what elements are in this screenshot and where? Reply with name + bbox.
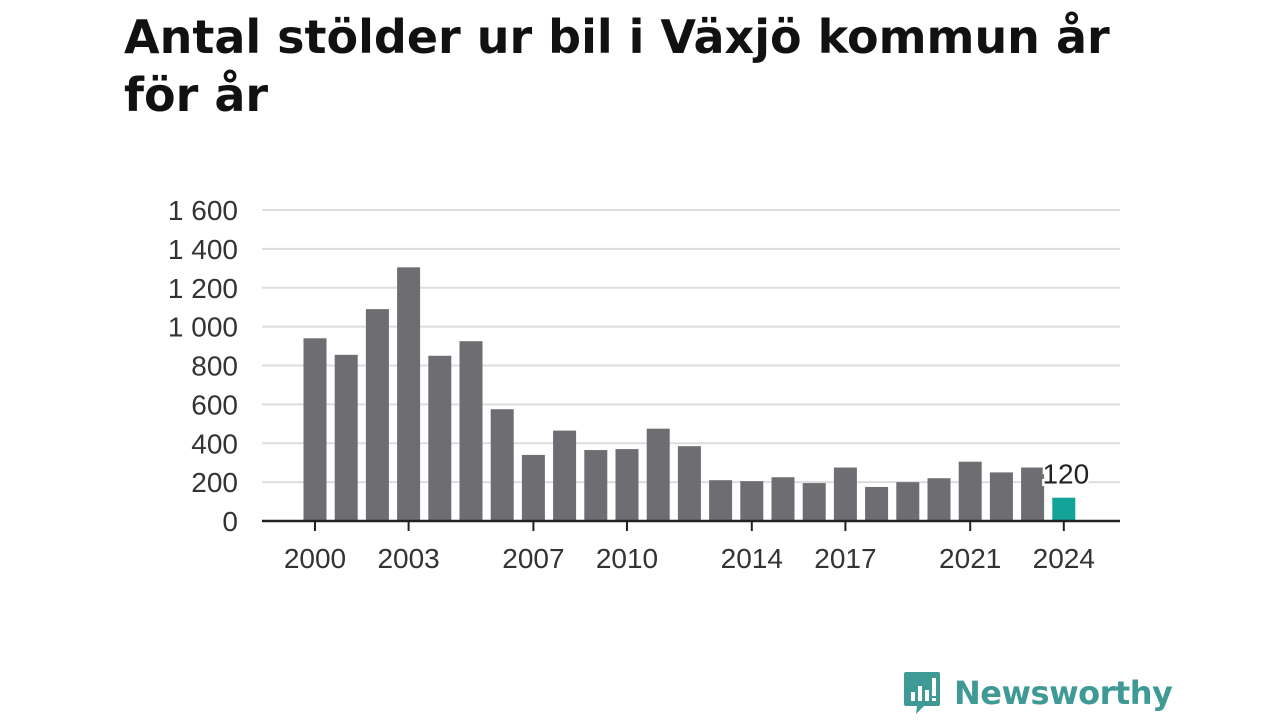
- bar: [833, 467, 857, 521]
- bar: [896, 482, 920, 521]
- bar: [646, 428, 670, 521]
- y-tick-label: 400: [191, 428, 238, 459]
- gridlines: [262, 209, 1120, 484]
- bar: [677, 446, 701, 521]
- bar: [521, 454, 545, 521]
- y-tick-label: 600: [191, 389, 238, 420]
- x-axis: 2000 2003 2007 2010 2014 2017 2021 2024: [262, 519, 1120, 574]
- bar: [428, 355, 452, 521]
- brand-logo: Newsworthy: [902, 670, 1173, 716]
- brand-name: Newsworthy: [954, 674, 1173, 712]
- y-tick-label: 200: [191, 467, 238, 498]
- bar: [459, 341, 483, 521]
- bar: [1052, 497, 1076, 521]
- bar: [334, 354, 358, 521]
- bar: [615, 449, 639, 521]
- y-tick-label: 1 600: [168, 195, 238, 226]
- x-tick-label: 2021: [939, 543, 1001, 574]
- annotations: 120: [1040, 456, 1092, 492]
- bar: [865, 486, 889, 521]
- newsworthy-logo-icon: [904, 672, 940, 714]
- bar: [802, 483, 826, 521]
- bar: [740, 481, 764, 521]
- bars: [303, 267, 1076, 521]
- bar: [927, 478, 951, 521]
- y-tick-label: 1 400: [168, 234, 238, 265]
- bar: [709, 480, 733, 521]
- bar: [989, 472, 1013, 521]
- x-tick-label: 2024: [1033, 543, 1095, 574]
- y-tick-label: 1 200: [168, 273, 238, 304]
- y-tick-label: 0: [222, 506, 238, 537]
- x-tick-label: 2010: [596, 543, 658, 574]
- x-tick-label: 2017: [814, 543, 876, 574]
- x-tick-label: 2000: [284, 543, 346, 574]
- bar: [1021, 467, 1045, 521]
- y-axis-labels: 0 200 400 600 800 1 000 1 200 1 400 1 600: [168, 195, 238, 537]
- y-tick-label: 800: [191, 351, 238, 382]
- bar: [958, 461, 982, 521]
- x-tick-label: 2014: [721, 543, 783, 574]
- y-tick-label: 1 000: [168, 312, 238, 343]
- highlight-value-label: 120: [1042, 459, 1089, 490]
- x-tick-label: 2003: [377, 543, 439, 574]
- chart-title: Antal stölder ur bil i Växjö kommun år f…: [124, 10, 1110, 122]
- bar: [584, 450, 608, 521]
- bar: [771, 477, 795, 521]
- bar: [303, 338, 327, 521]
- bar: [490, 409, 514, 521]
- bar: [553, 430, 577, 521]
- x-tick-label: 2007: [502, 543, 564, 574]
- bar: [365, 309, 389, 521]
- bar: [397, 267, 421, 521]
